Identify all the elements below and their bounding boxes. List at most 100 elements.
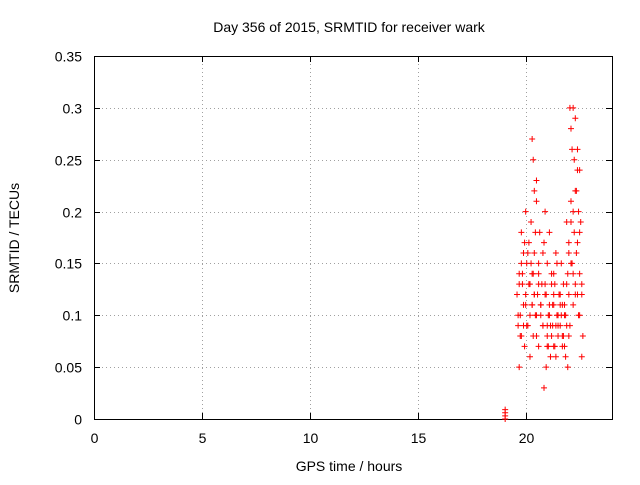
data-point — [531, 187, 538, 194]
data-point — [576, 312, 583, 319]
data-point — [522, 208, 529, 215]
data-point — [547, 322, 554, 329]
data-points-layer — [502, 104, 586, 422]
y-axis-label: SRMTID / TECUs — [6, 183, 22, 293]
data-point — [575, 208, 582, 215]
data-point — [529, 301, 536, 308]
data-point — [542, 291, 549, 298]
data-point — [533, 333, 540, 340]
data-point — [565, 239, 572, 246]
y-tick-label: 0.05 — [55, 360, 82, 376]
data-point — [573, 250, 580, 257]
data-point — [562, 353, 569, 360]
data-point — [574, 239, 581, 246]
data-point — [579, 333, 586, 340]
data-point — [569, 146, 576, 153]
data-point — [524, 250, 531, 257]
data-point — [577, 218, 584, 225]
data-point — [570, 301, 577, 308]
data-point — [520, 322, 527, 329]
data-point — [564, 270, 571, 277]
data-point — [535, 270, 542, 277]
data-point — [529, 270, 536, 277]
data-point — [559, 343, 566, 350]
data-point — [514, 291, 521, 298]
data-point — [563, 322, 570, 329]
data-point — [528, 260, 535, 267]
data-point — [502, 406, 509, 413]
data-point — [515, 312, 522, 319]
data-point — [526, 312, 533, 319]
data-point — [565, 291, 572, 298]
data-point — [547, 353, 554, 360]
data-point — [545, 343, 552, 350]
data-point — [567, 260, 574, 267]
data-point — [564, 364, 571, 371]
data-point — [533, 177, 540, 184]
data-point — [532, 229, 539, 236]
data-point — [551, 281, 558, 288]
data-point — [578, 281, 585, 288]
data-point — [541, 384, 548, 391]
data-point — [531, 250, 538, 257]
data-point — [578, 353, 585, 360]
data-point — [563, 281, 570, 288]
data-point — [571, 156, 578, 163]
data-point — [521, 343, 528, 350]
data-point — [576, 270, 583, 277]
data-point — [541, 239, 548, 246]
data-point — [553, 260, 560, 267]
data-point — [528, 218, 535, 225]
data-point — [574, 146, 581, 153]
data-point — [518, 260, 525, 267]
data-point — [526, 353, 533, 360]
data-point — [549, 301, 556, 308]
data-point — [515, 322, 522, 329]
data-point — [525, 281, 532, 288]
data-point — [546, 229, 553, 236]
x-tick-label: 15 — [411, 430, 427, 446]
chart-title: Day 356 of 2015, SRMTID for receiver war… — [213, 19, 486, 35]
y-tick-label: 0 — [74, 412, 82, 428]
data-point — [552, 322, 559, 329]
data-point — [535, 260, 542, 267]
data-point — [573, 187, 580, 194]
data-point — [565, 250, 572, 257]
data-point — [546, 312, 553, 319]
data-point — [550, 343, 557, 350]
y-tick-label: 0.15 — [55, 256, 82, 272]
axes-layer: 0 0.05 0.1 0.15 0.2 0.25 0.3 0.35 0 5 10 15 20 — [55, 49, 613, 446]
data-point — [558, 312, 565, 319]
y-tick-label: 0.25 — [55, 153, 82, 169]
y-tick-label: 0.2 — [63, 205, 83, 221]
grid-layer — [94, 56, 612, 419]
data-point — [531, 291, 538, 298]
data-point — [537, 312, 544, 319]
data-point — [565, 333, 572, 340]
data-point — [572, 291, 579, 298]
data-point — [529, 135, 536, 142]
data-point — [542, 281, 549, 288]
data-point — [543, 364, 550, 371]
data-point — [533, 198, 540, 205]
data-point — [552, 353, 559, 360]
data-point — [561, 301, 568, 308]
plot-frame — [94, 56, 613, 420]
data-point — [567, 125, 574, 132]
x-axis-label: GPS time / hours — [296, 458, 403, 474]
data-point — [522, 291, 529, 298]
x-tick-label: 10 — [303, 430, 319, 446]
data-point — [516, 281, 523, 288]
data-point — [539, 250, 546, 257]
data-point — [567, 218, 574, 225]
data-point — [518, 229, 525, 236]
data-point — [530, 156, 537, 163]
data-point — [576, 229, 583, 236]
data-point — [570, 104, 577, 111]
data-point — [552, 250, 559, 257]
data-point — [519, 270, 526, 277]
data-point — [560, 333, 567, 340]
y-tick-label: 0.35 — [55, 49, 82, 65]
x-tick-label: 5 — [199, 430, 207, 446]
